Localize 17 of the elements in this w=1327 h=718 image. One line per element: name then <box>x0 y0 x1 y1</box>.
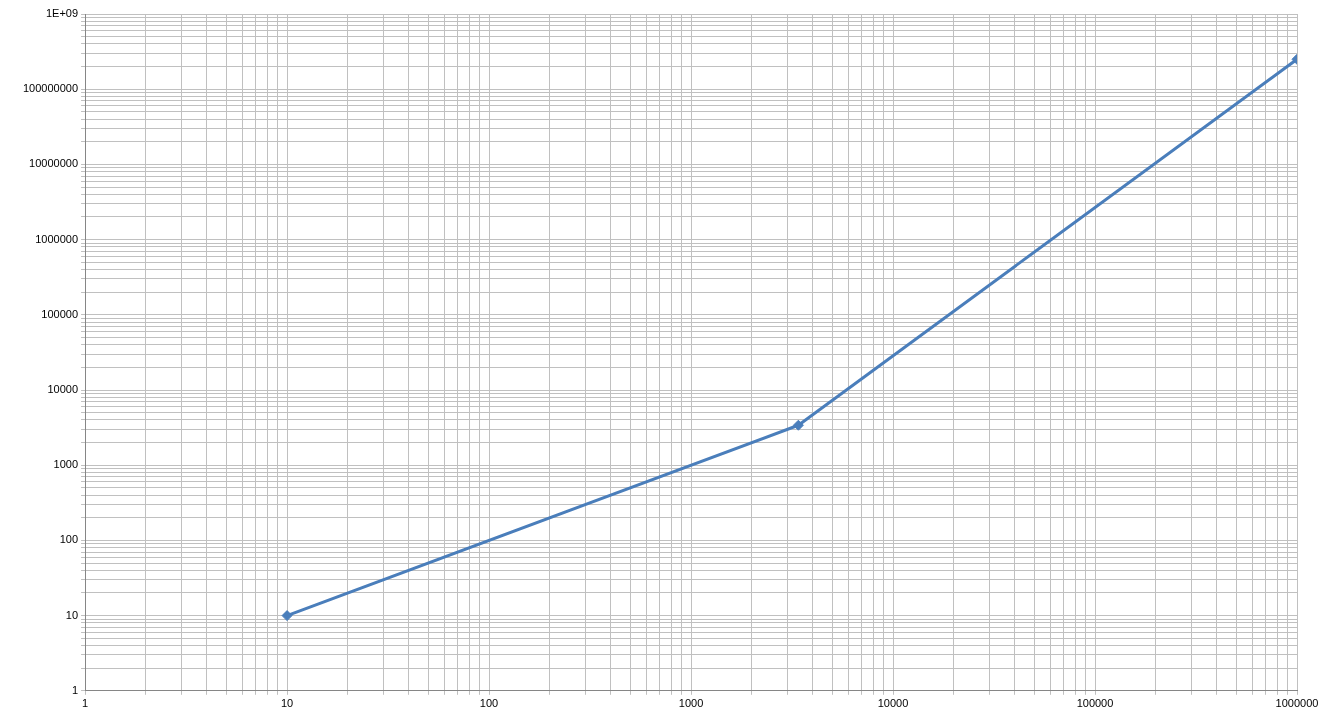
y-tick-label: 100 <box>59 533 79 546</box>
y-tick-label: 10 <box>65 608 79 621</box>
y-tick-label: 1E+09 <box>45 7 79 20</box>
x-tick-label: 10 <box>280 697 294 710</box>
y-tick-label: 1000 <box>53 458 79 471</box>
y-tick-label: 1000000 <box>35 232 79 245</box>
y-tick-label: 100000 <box>41 307 79 320</box>
y-tick-label: 10000000 <box>29 157 79 170</box>
x-tick-label: 100 <box>479 697 499 710</box>
y-tick-label: 10000 <box>47 383 79 396</box>
x-tick-label: 1 <box>82 697 89 710</box>
y-tick-label: 100000000 <box>23 82 79 95</box>
x-tick-label: 10000 <box>877 697 909 710</box>
y-tick-label: 1 <box>71 683 79 696</box>
x-tick-label: 1000000 <box>1275 697 1319 710</box>
x-tick-label: 1000 <box>678 697 704 710</box>
x-tick-label: 100000 <box>1076 697 1114 710</box>
